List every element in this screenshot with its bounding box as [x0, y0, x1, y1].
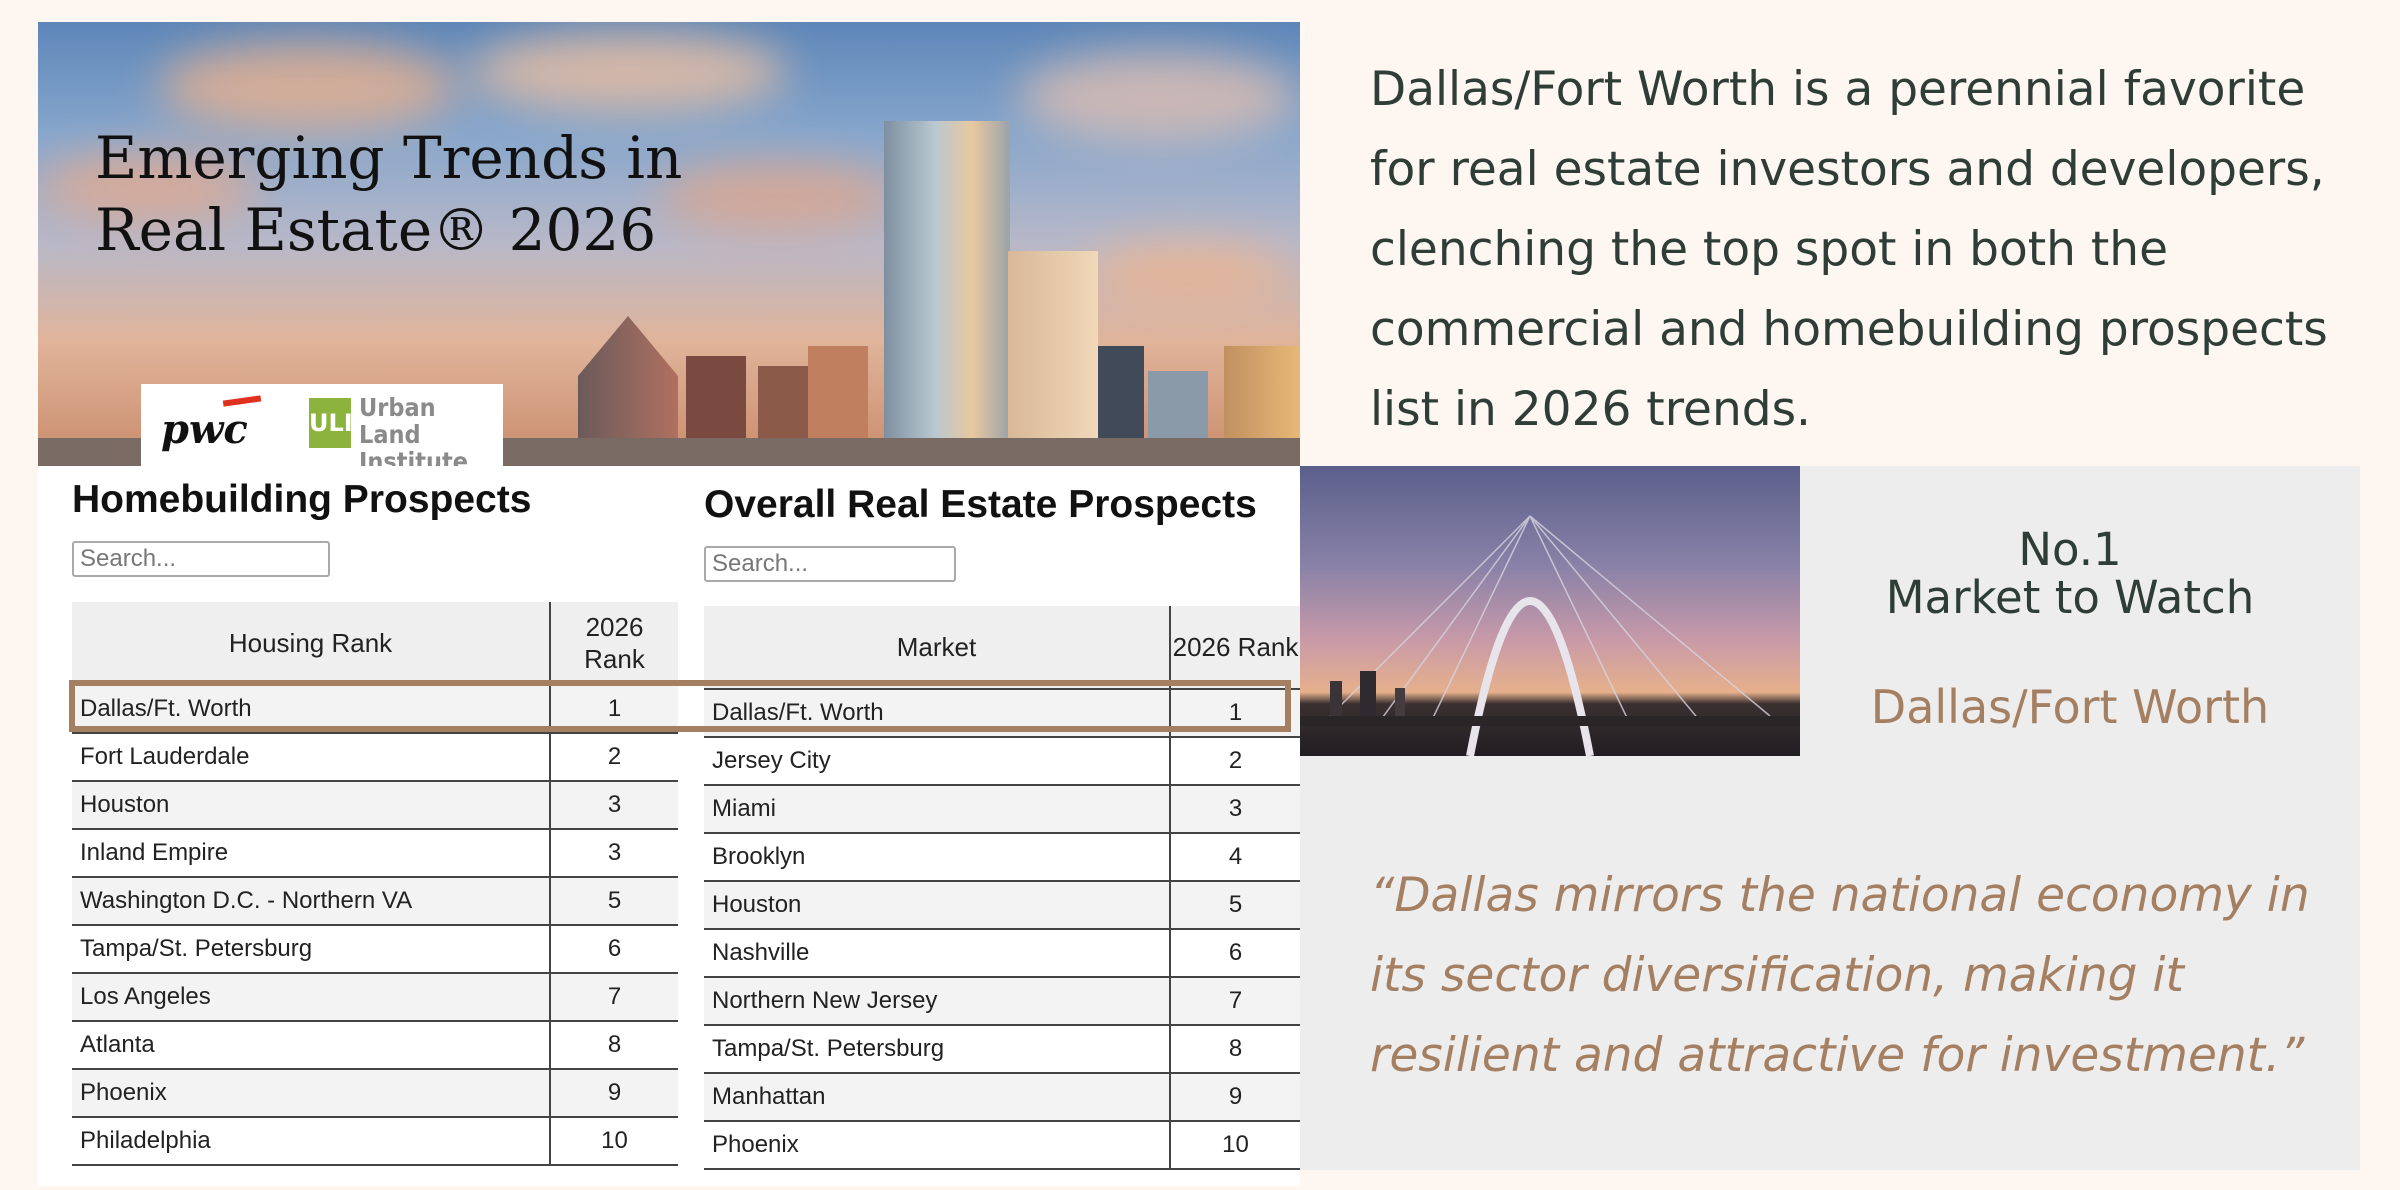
table-row: Manhattan 9 — [704, 1073, 1300, 1122]
table-row: Tampa/St. Petersburg 8 — [704, 1025, 1300, 1074]
pwc-logo: pwc — [161, 406, 248, 453]
table-row: Philadelphia 10 — [72, 1117, 678, 1166]
market-cell: Houston — [72, 781, 550, 830]
market-cell: Tampa/St. Petersburg — [704, 1025, 1170, 1074]
table-row: Los Angeles 7 — [72, 973, 678, 1022]
column-header-rank[interactable]: 2026 Rank — [1169, 606, 1300, 690]
table-row: Dallas/Ft. Worth 1 — [72, 685, 678, 734]
market-cell: Houston — [704, 881, 1170, 930]
featured-market-name: Dallas/Fort Worth — [1870, 680, 2270, 734]
table-row: Tampa/St. Petersburg 6 — [72, 925, 678, 974]
overall-table: Market 2026 Rank Dallas/Ft. Worth 1 Jersey… — [704, 606, 1300, 1170]
homebuilding-title: Homebuilding Prospects — [72, 478, 532, 521]
market-cell: Brooklyn — [704, 833, 1170, 882]
rank-cell: 8 — [549, 1021, 678, 1070]
market-cell: Dallas/Ft. Worth — [72, 685, 550, 734]
table-row: Phoenix 9 — [72, 1069, 678, 1118]
market-cell: Inland Empire — [72, 829, 550, 878]
hero-title: Emerging Trends in Real Estate® 2026 — [95, 124, 683, 264]
table-row: Miami 3 — [704, 785, 1300, 834]
table-row: Phoenix 10 — [704, 1121, 1300, 1170]
column-header-market[interactable]: Housing Rank — [72, 602, 550, 686]
market-cell: Phoenix — [72, 1069, 550, 1118]
market-cell: Los Angeles — [72, 973, 550, 1022]
bridge-icon — [1300, 515, 1800, 756]
rank-cell: 4 — [1169, 833, 1300, 882]
overall-title: Overall Real Estate Prospects — [704, 483, 1257, 526]
uli-logo-mark: ULI — [309, 398, 353, 448]
column-header-market[interactable]: Market — [704, 606, 1170, 690]
market-to-watch-label: Market to Watch — [1885, 571, 2255, 624]
market-cell: Phoenix — [704, 1121, 1170, 1170]
market-cell: Atlanta — [72, 1021, 550, 1070]
market-cell: Manhattan — [704, 1073, 1170, 1122]
table-row: Inland Empire 3 — [72, 829, 678, 878]
market-cell: Northern New Jersey — [704, 977, 1170, 1026]
rank-cell: 7 — [549, 973, 678, 1022]
market-cell: Nashville — [704, 929, 1170, 978]
skyline-building — [1008, 251, 1098, 466]
callout-panel: No.1 Market to Watch Dallas/Fort Worth “… — [1300, 466, 2360, 1170]
table-row: Fort Lauderdale 2 — [72, 733, 678, 782]
rank-cell: 5 — [549, 877, 678, 926]
rank-cell: 2 — [1169, 737, 1300, 786]
table-row: Houston 5 — [704, 881, 1300, 930]
rank-number: No.1 — [2018, 523, 2122, 576]
pwc-logo-mark — [222, 395, 262, 407]
rank-cell: 9 — [549, 1069, 678, 1118]
uli-logo-name: Urban Land Institute — [359, 393, 469, 466]
rank-cell: 7 — [1169, 977, 1300, 1026]
rank-cell: 2 — [549, 733, 678, 782]
table-row: Nashville 6 — [704, 929, 1300, 978]
rank-cell: 6 — [549, 925, 678, 974]
market-cell: Fort Lauderdale — [72, 733, 550, 782]
rank-cell: 10 — [549, 1117, 678, 1166]
rank-cell: 1 — [1169, 689, 1300, 738]
market-cell: Miami — [704, 785, 1170, 834]
rank-cell: 9 — [1169, 1073, 1300, 1122]
rank-cell: 3 — [549, 829, 678, 878]
table-header-row: Housing Rank 2026 Rank — [72, 602, 678, 686]
market-cell: Tampa/St. Petersburg — [72, 925, 550, 974]
homebuilding-search-input[interactable] — [72, 541, 330, 577]
table-row: Brooklyn 4 — [704, 833, 1300, 882]
sponsor-logos: pwc ULI Urban Land Institute — [141, 384, 503, 466]
table-row: Houston 3 — [72, 781, 678, 830]
rank-cell: 1 — [549, 685, 678, 734]
market-to-watch-heading: No.1 Market to Watch — [1835, 526, 2305, 622]
rank-cell: 3 — [1169, 785, 1300, 834]
bridge-photo — [1300, 466, 1800, 756]
table-header-row: Market 2026 Rank — [704, 606, 1300, 690]
rank-cell: 6 — [1169, 929, 1300, 978]
market-cell: Jersey City — [704, 737, 1170, 786]
hero-banner: Emerging Trends in Real Estate® 2026 pwc… — [38, 22, 1300, 466]
table-row: Washington D.C. - Northern VA 5 — [72, 877, 678, 926]
intro-text: Dallas/Fort Worth is a perennial favorit… — [1370, 62, 2328, 437]
table-row: Northern New Jersey 7 — [704, 977, 1300, 1026]
tables-panel: Homebuilding Prospects Housing Rank 2026… — [38, 466, 1300, 1186]
quote-text: “Dallas mirrors the national economy in … — [1370, 868, 2310, 1083]
rank-cell: 10 — [1169, 1121, 1300, 1170]
table-row: Atlanta 8 — [72, 1021, 678, 1070]
rank-cell: 3 — [549, 781, 678, 830]
rank-cell: 8 — [1169, 1025, 1300, 1074]
skyline-tower — [884, 121, 1010, 466]
homebuilding-table: Housing Rank 2026 Rank Dallas/Ft. Worth 1… — [72, 602, 678, 1166]
table-row: Jersey City 2 — [704, 737, 1300, 786]
rank-cell: 5 — [1169, 881, 1300, 930]
table-row: Dallas/Ft. Worth 1 — [704, 689, 1300, 738]
market-cell: Philadelphia — [72, 1117, 550, 1166]
overall-search-input[interactable] — [704, 546, 956, 582]
market-cell: Washington D.C. - Northern VA — [72, 877, 550, 926]
market-cell: Dallas/Ft. Worth — [704, 689, 1170, 738]
column-header-rank[interactable]: 2026 Rank — [549, 602, 678, 686]
